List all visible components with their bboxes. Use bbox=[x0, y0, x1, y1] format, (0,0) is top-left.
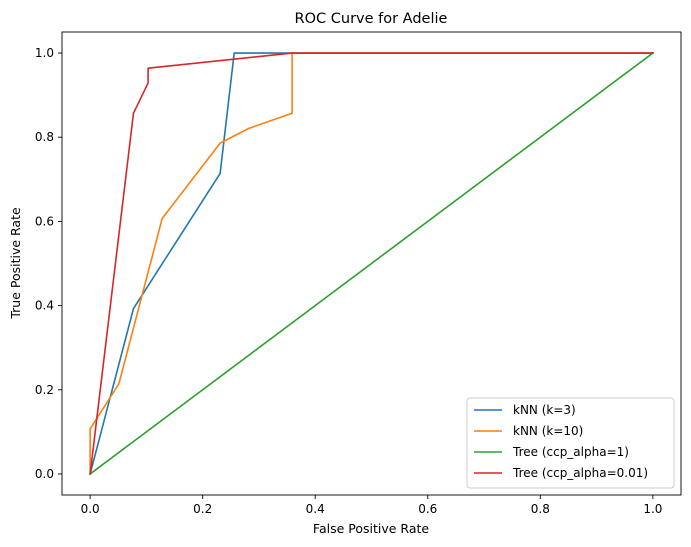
x-tick-label: 0.2 bbox=[193, 502, 212, 516]
legend-box bbox=[466, 397, 675, 489]
series-line-2 bbox=[89, 52, 654, 475]
series-line-3 bbox=[89, 51, 654, 476]
y-tick-label: 0.6 bbox=[35, 214, 54, 228]
x-axis: 0.0 0.2 0.4 0.6 0.8 1.0 bbox=[81, 495, 662, 516]
x-tick-label: 0.0 bbox=[81, 502, 100, 516]
legend-label: kNN (k=10) bbox=[513, 424, 583, 438]
y-tick-label: 0.2 bbox=[35, 383, 54, 397]
y-tick-label: 0.8 bbox=[35, 130, 54, 144]
plot-area bbox=[61, 31, 682, 496]
x-axis-label: False Positive Rate bbox=[313, 521, 429, 536]
series-line-4 bbox=[89, 52, 654, 475]
legend-label: kNN (k=3) bbox=[513, 403, 576, 417]
x-tick-label: 0.6 bbox=[418, 502, 437, 516]
plot-frame bbox=[61, 31, 682, 496]
x-tick-label: 1.0 bbox=[643, 502, 662, 516]
y-axis: 0.0 0.2 0.4 0.6 0.8 1.0 bbox=[35, 46, 62, 481]
chart-title: ROC Curve for Adelie bbox=[295, 11, 448, 27]
legend: kNN (k=3) kNN (k=10) Tree (ccp_alpha=1) Tre… bbox=[466, 397, 675, 489]
y-tick-label: 1.0 bbox=[35, 46, 54, 60]
y-axis-label: True Positive Rate bbox=[8, 207, 23, 320]
legend-label: Tree (ccp_alpha=0.01) bbox=[512, 466, 648, 480]
legend-label: Tree (ccp_alpha=1) bbox=[512, 445, 629, 459]
y-tick-label: 0.4 bbox=[35, 299, 54, 313]
y-tick-label: 0.0 bbox=[35, 467, 54, 481]
x-tick-label: 0.4 bbox=[306, 502, 325, 516]
x-tick-label: 0.8 bbox=[531, 502, 550, 516]
